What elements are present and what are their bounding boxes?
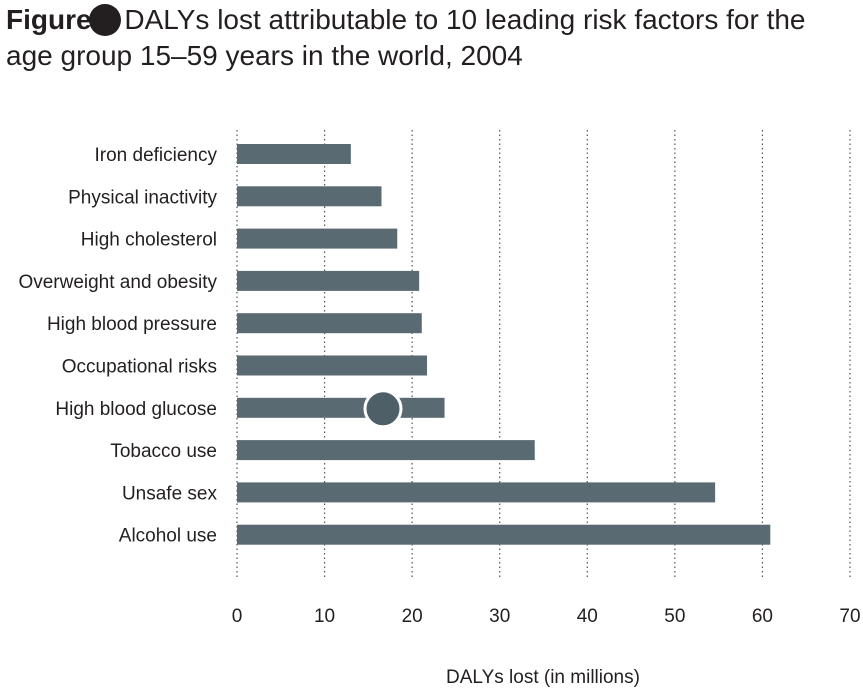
bar	[237, 144, 351, 164]
x-tick-label: 50	[664, 606, 685, 627]
bars	[237, 144, 771, 545]
bar	[237, 355, 428, 376]
x-axis-label: DALYs lost (in millions)	[446, 667, 640, 688]
bar	[237, 313, 422, 334]
x-tick-label: 60	[752, 606, 773, 627]
redaction-dot-icon	[89, 4, 122, 36]
x-tick-label: 10	[314, 606, 335, 627]
x-tick-label: 0	[232, 606, 243, 627]
figure-title-text: DALYs lost attributable to 10 leading ri…	[6, 4, 806, 71]
category-label: High cholesterol	[81, 230, 217, 251]
bar	[237, 397, 445, 418]
bar	[237, 270, 420, 291]
x-tick-label: 70	[839, 606, 860, 627]
x-tick-labels: 0 10 20 30 40 50 60 70	[232, 606, 861, 627]
figure-label: Figure	[6, 4, 92, 35]
category-labels: Iron deficiency Physical inactivity High c…	[18, 145, 217, 547]
category-label: Overweight and obesity	[18, 272, 217, 293]
category-label: Alcohol use	[119, 526, 217, 547]
bar	[237, 186, 382, 207]
bar	[237, 228, 398, 249]
chart-title: Figure DALYs lost attributable to 10 lea…	[6, 2, 856, 74]
gridlines	[236, 130, 851, 580]
category-label: Physical inactivity	[68, 187, 217, 208]
category-label: Unsafe sex	[122, 483, 218, 504]
bar	[237, 440, 535, 461]
x-tick-label: 20	[402, 606, 423, 627]
x-tick-label: 30	[489, 606, 510, 627]
highlight-marker-icon	[363, 389, 403, 429]
category-label: High blood pressure	[47, 314, 217, 335]
bar	[237, 524, 771, 545]
category-label: Tobacco use	[110, 441, 217, 462]
category-label: Iron deficiency	[94, 145, 217, 166]
bar	[237, 482, 716, 503]
category-label: Occupational risks	[62, 357, 217, 378]
category-label: High blood glucose	[55, 399, 217, 420]
x-tick-label: 40	[577, 606, 598, 627]
